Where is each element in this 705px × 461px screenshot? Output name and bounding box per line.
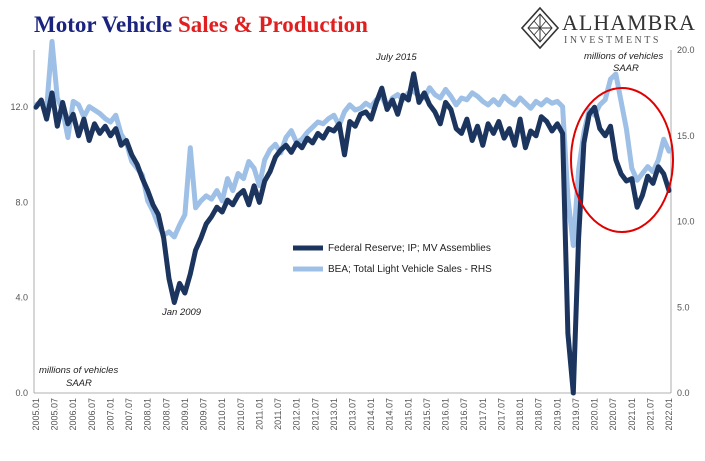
highlight-circle — [570, 87, 674, 233]
x-tick-label: 2010.01 — [217, 398, 227, 431]
x-tick-label: 2017.07 — [496, 398, 506, 431]
x-tick-label: 2012.07 — [310, 398, 320, 431]
x-tick-label: 2019.07 — [571, 398, 581, 431]
annotation-july-2015: July 2015 — [375, 52, 417, 63]
x-tick-label: 2005.07 — [50, 398, 60, 431]
legend-label-bea: BEA; Total Light Vehicle Sales - RHS — [328, 264, 492, 275]
left-tick-label: 0.0 — [15, 388, 28, 398]
left-tick-label: 4.0 — [15, 293, 28, 303]
x-axis-ticks: 2005.01 2005.07 2006.01 2006.07 2007.01 2007.… — [31, 398, 674, 431]
chart-title-part1: Motor Vehicle — [34, 12, 173, 37]
x-tick-label: 2011.07 — [273, 398, 283, 430]
x-tick-label: 2010.07 — [236, 398, 246, 431]
x-tick-label: 2020.07 — [608, 398, 618, 431]
x-tick-label: 2020.01 — [590, 398, 600, 431]
x-tick-label: 2009.07 — [199, 398, 209, 431]
x-tick-label: 2006.01 — [68, 398, 78, 431]
x-tick-label: 2017.01 — [478, 398, 488, 431]
chart-title-part2: Sales & Production — [177, 12, 368, 37]
x-tick-label: 2016.07 — [459, 398, 469, 431]
alhambra-logo: ALHAMBRA INVESTMENTS — [520, 6, 700, 52]
x-tick-label: 2016.01 — [441, 398, 451, 431]
right-tick-label: 15.0 — [677, 131, 695, 141]
x-tick-label: 2021.01 — [627, 398, 637, 431]
x-tick-label: 2013.01 — [329, 398, 339, 431]
logo-subtitle: INVESTMENTS — [564, 35, 661, 46]
x-tick-label: 2008.01 — [143, 398, 153, 431]
x-tick-label: 2012.01 — [292, 398, 302, 431]
x-tick-label: 2018.01 — [515, 398, 525, 431]
right-unit-label-line2: SAAR — [613, 63, 639, 74]
x-tick-label: 2022.01 — [664, 398, 674, 431]
x-tick-label: 2007.01 — [105, 398, 115, 431]
x-tick-label: 2008.07 — [161, 398, 171, 431]
x-tick-label: 2014.01 — [366, 398, 376, 431]
legend: Federal Reserve; IP; MV Assemblies BEA; … — [293, 243, 492, 275]
x-tick-label: 2014.07 — [385, 398, 395, 431]
x-tick-label: 2015.07 — [422, 398, 432, 431]
x-tick-label: 2007.07 — [124, 398, 134, 431]
series-bea-light-vehicle-sales-line — [33, 38, 672, 248]
series-fed-mv-assemblies-line — [33, 71, 672, 396]
x-tick-label: 2005.01 — [31, 398, 41, 431]
left-unit-label-line1: millions of vehicles — [39, 365, 118, 376]
chart-title: Motor Vehicle Sales & Production — [34, 12, 368, 38]
x-tick-label: 2011.01 — [254, 398, 264, 430]
x-tick-label: 2013.07 — [348, 398, 358, 431]
logo-name: ALHAMBRA — [562, 10, 696, 35]
right-tick-label: 0.0 — [677, 388, 690, 398]
annotation-jan-2009: Jan 2009 — [161, 307, 202, 318]
right-tick-label: 5.0 — [677, 302, 690, 312]
right-tick-label: 20.0 — [677, 45, 695, 55]
x-tick-label: 2021.07 — [645, 398, 655, 431]
right-unit-label-line1: millions of vehicles — [584, 51, 663, 62]
right-axis-ticks: 0.0 5.0 10.0 15.0 20.0 — [677, 45, 695, 398]
left-unit-label-line2: SAAR — [66, 378, 92, 389]
x-tick-label: 2019.01 — [552, 398, 562, 431]
left-tick-label: 8.0 — [15, 197, 28, 207]
x-tick-label: 2009.01 — [180, 398, 190, 431]
left-tick-label: 12.0 — [10, 102, 28, 112]
x-tick-label: 2006.07 — [87, 398, 97, 431]
diamond-compass-logo-icon — [520, 6, 560, 50]
right-tick-label: 10.0 — [677, 217, 695, 227]
left-axis-ticks: 0.0 4.0 8.0 12.0 — [10, 102, 28, 398]
x-tick-label: 2015.01 — [403, 398, 413, 431]
legend-label-fed: Federal Reserve; IP; MV Assemblies — [328, 243, 491, 254]
x-tick-label: 2018.07 — [534, 398, 544, 431]
